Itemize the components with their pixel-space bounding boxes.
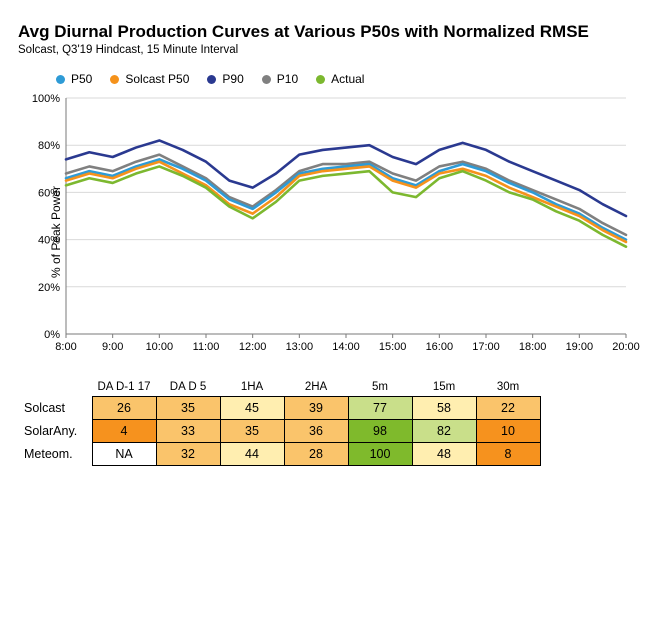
table-cell: NA bbox=[92, 443, 156, 466]
table-corner bbox=[18, 378, 92, 397]
line-chart: % of Peak Power 0%20%40%60%80%100%8:009:… bbox=[18, 92, 642, 372]
legend-item: Actual bbox=[316, 72, 364, 86]
table-cell: 45 bbox=[220, 397, 284, 420]
table-cell: 33 bbox=[156, 420, 220, 443]
svg-text:19:00: 19:00 bbox=[566, 341, 594, 353]
table-col-header: 2HA bbox=[284, 378, 348, 397]
table-row: Meteom.NA324428100488 bbox=[18, 443, 540, 466]
svg-text:18:00: 18:00 bbox=[519, 341, 547, 353]
chart-canvas: 0%20%40%60%80%100%8:009:0010:0011:0012:0… bbox=[18, 92, 642, 372]
svg-text:10:00: 10:00 bbox=[146, 341, 174, 353]
table-col-header: DA D-1 17 bbox=[92, 378, 156, 397]
svg-text:8:00: 8:00 bbox=[55, 341, 76, 353]
svg-text:11:00: 11:00 bbox=[193, 341, 220, 353]
table-cell: 28 bbox=[284, 443, 348, 466]
table-cell: 26 bbox=[92, 397, 156, 420]
legend-item: Solcast P50 bbox=[110, 72, 189, 86]
table-cell: 48 bbox=[412, 443, 476, 466]
table-cell: 4 bbox=[92, 420, 156, 443]
table-cell: 10 bbox=[476, 420, 540, 443]
table-col-header: 5m bbox=[348, 378, 412, 397]
table-cell: 58 bbox=[412, 397, 476, 420]
chart-title: Avg Diurnal Production Curves at Various… bbox=[18, 22, 642, 42]
legend-label: P90 bbox=[222, 72, 243, 86]
svg-text:15:00: 15:00 bbox=[379, 341, 407, 353]
table-col-header: 15m bbox=[412, 378, 476, 397]
legend-marker bbox=[207, 75, 216, 84]
svg-text:0%: 0% bbox=[44, 329, 60, 341]
legend-label: P10 bbox=[277, 72, 298, 86]
table-row: SolarAny.4333536988210 bbox=[18, 420, 540, 443]
svg-text:20:00: 20:00 bbox=[612, 341, 640, 353]
svg-text:12:00: 12:00 bbox=[239, 341, 267, 353]
table-cell: 44 bbox=[220, 443, 284, 466]
table-cell: 39 bbox=[284, 397, 348, 420]
table-cell: 35 bbox=[220, 420, 284, 443]
table-row-header: Meteom. bbox=[18, 443, 92, 466]
svg-text:9:00: 9:00 bbox=[102, 341, 123, 353]
table-row: Solcast26354539775822 bbox=[18, 397, 540, 420]
svg-text:13:00: 13:00 bbox=[286, 341, 314, 353]
legend-item: P90 bbox=[207, 72, 243, 86]
svg-text:80%: 80% bbox=[38, 140, 60, 152]
table-cell: 22 bbox=[476, 397, 540, 420]
y-axis-label: % of Peak Power bbox=[49, 186, 63, 278]
svg-text:100%: 100% bbox=[32, 93, 60, 105]
table-cell: 82 bbox=[412, 420, 476, 443]
table-cell: 98 bbox=[348, 420, 412, 443]
table-cell: 35 bbox=[156, 397, 220, 420]
rmse-table: DA D-1 17DA D 51HA2HA5m15m30mSolcast2635… bbox=[18, 378, 642, 466]
table-row-header: Solcast bbox=[18, 397, 92, 420]
table-cell: 32 bbox=[156, 443, 220, 466]
legend-label: Actual bbox=[331, 72, 364, 86]
legend-label: P50 bbox=[71, 72, 92, 86]
table-cell: 77 bbox=[348, 397, 412, 420]
legend-item: P50 bbox=[56, 72, 92, 86]
svg-text:16:00: 16:00 bbox=[426, 341, 454, 353]
chart-subtitle: Solcast, Q3'19 Hindcast, 15 Minute Inter… bbox=[18, 44, 642, 56]
legend-marker bbox=[316, 75, 325, 84]
legend-marker bbox=[110, 75, 119, 84]
legend-label: Solcast P50 bbox=[125, 72, 189, 86]
table-row-header: SolarAny. bbox=[18, 420, 92, 443]
table-cell: 8 bbox=[476, 443, 540, 466]
table-col-header: 1HA bbox=[220, 378, 284, 397]
legend-item: P10 bbox=[262, 72, 298, 86]
table-cell: 36 bbox=[284, 420, 348, 443]
legend-marker bbox=[262, 75, 271, 84]
svg-text:14:00: 14:00 bbox=[332, 341, 360, 353]
legend-marker bbox=[56, 75, 65, 84]
legend: P50 Solcast P50 P90 P10 Actual bbox=[56, 72, 642, 86]
table-cell: 100 bbox=[348, 443, 412, 466]
table-col-header: 30m bbox=[476, 378, 540, 397]
table-col-header: DA D 5 bbox=[156, 378, 220, 397]
svg-text:20%: 20% bbox=[38, 282, 60, 294]
svg-text:17:00: 17:00 bbox=[472, 341, 500, 353]
